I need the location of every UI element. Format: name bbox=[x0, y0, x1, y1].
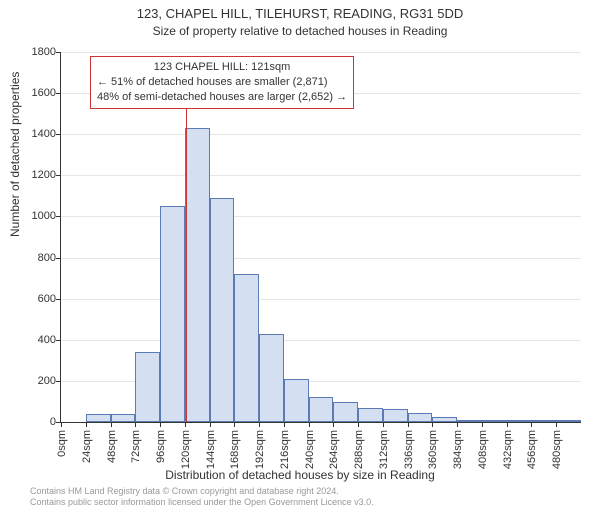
xtick-label: 432sqm bbox=[502, 430, 514, 469]
ytick-label: 0 bbox=[16, 416, 56, 428]
histogram-bar bbox=[556, 420, 581, 422]
histogram-bar bbox=[408, 413, 433, 422]
footer-line: Contains HM Land Registry data © Crown c… bbox=[30, 486, 374, 497]
chart-title: 123, CHAPEL HILL, TILEHURST, READING, RG… bbox=[0, 6, 600, 21]
histogram-bar bbox=[531, 420, 556, 422]
ytick-label: 800 bbox=[16, 252, 56, 264]
xtick-label: 192sqm bbox=[254, 430, 266, 469]
xtick-mark bbox=[556, 422, 557, 427]
reference-line bbox=[186, 102, 187, 422]
xtick-label: 312sqm bbox=[378, 430, 390, 469]
ytick-mark bbox=[56, 299, 61, 300]
ytick-label: 400 bbox=[16, 334, 56, 346]
gridline bbox=[61, 299, 581, 300]
ytick-label: 1000 bbox=[16, 210, 56, 222]
ytick-mark bbox=[56, 381, 61, 382]
ytick-label: 200 bbox=[16, 375, 56, 387]
ytick-mark bbox=[56, 340, 61, 341]
xtick-label: 72sqm bbox=[130, 430, 142, 463]
xtick-mark bbox=[482, 422, 483, 427]
xtick-mark bbox=[333, 422, 334, 427]
xtick-mark bbox=[531, 422, 532, 427]
histogram-bar bbox=[284, 379, 309, 422]
xtick-mark bbox=[309, 422, 310, 427]
histogram-bar bbox=[259, 334, 284, 422]
histogram-bar bbox=[160, 206, 185, 422]
xtick-mark bbox=[86, 422, 87, 427]
xtick-label: 408sqm bbox=[477, 430, 489, 469]
chart-subtitle: Size of property relative to detached ho… bbox=[0, 24, 600, 38]
xtick-label: 456sqm bbox=[526, 430, 538, 469]
xtick-mark bbox=[210, 422, 211, 427]
ytick-mark bbox=[56, 52, 61, 53]
histogram-bar bbox=[358, 408, 383, 422]
annotation-line: 48% of semi-detached houses are larger (… bbox=[97, 90, 347, 105]
histogram-bar bbox=[482, 420, 507, 422]
xtick-mark bbox=[111, 422, 112, 427]
gridline bbox=[61, 134, 581, 135]
histogram-bar bbox=[234, 274, 259, 422]
footer-line: Contains public sector information licen… bbox=[30, 497, 374, 508]
histogram-bar bbox=[432, 417, 457, 422]
xtick-label: 264sqm bbox=[328, 430, 340, 469]
annotation-line: ← 51% of detached houses are smaller (2,… bbox=[97, 75, 347, 90]
histogram-bar bbox=[333, 402, 358, 422]
xtick-mark bbox=[185, 422, 186, 427]
xtick-label: 336sqm bbox=[403, 430, 415, 469]
xtick-mark bbox=[259, 422, 260, 427]
xtick-label: 240sqm bbox=[304, 430, 316, 469]
xtick-mark bbox=[507, 422, 508, 427]
xtick-label: 120sqm bbox=[180, 430, 192, 469]
ytick-mark bbox=[56, 175, 61, 176]
histogram-bar bbox=[507, 420, 532, 422]
ytick-mark bbox=[56, 216, 61, 217]
xtick-mark bbox=[135, 422, 136, 427]
histogram-bar bbox=[309, 397, 334, 422]
xtick-label: 168sqm bbox=[229, 430, 241, 469]
xtick-label: 360sqm bbox=[427, 430, 439, 469]
ytick-label: 1400 bbox=[16, 128, 56, 140]
ytick-mark bbox=[56, 134, 61, 135]
xtick-label: 480sqm bbox=[551, 430, 563, 469]
annotation-line: 123 CHAPEL HILL: 121sqm bbox=[97, 60, 347, 75]
gridline bbox=[61, 216, 581, 217]
xtick-mark bbox=[284, 422, 285, 427]
x-axis-label: Distribution of detached houses by size … bbox=[0, 468, 600, 482]
ytick-label: 1800 bbox=[16, 46, 56, 58]
xtick-label: 216sqm bbox=[279, 430, 291, 469]
gridline bbox=[61, 52, 581, 53]
xtick-mark bbox=[358, 422, 359, 427]
xtick-mark bbox=[234, 422, 235, 427]
histogram-bar bbox=[111, 414, 136, 422]
xtick-mark bbox=[383, 422, 384, 427]
xtick-mark bbox=[61, 422, 62, 427]
xtick-mark bbox=[457, 422, 458, 427]
ytick-label: 1200 bbox=[16, 169, 56, 181]
gridline bbox=[61, 340, 581, 341]
xtick-label: 288sqm bbox=[353, 430, 365, 469]
xtick-label: 0sqm bbox=[56, 430, 68, 457]
histogram-bar bbox=[86, 414, 111, 422]
xtick-label: 144sqm bbox=[205, 430, 217, 469]
xtick-mark bbox=[408, 422, 409, 427]
xtick-label: 24sqm bbox=[81, 430, 93, 463]
annotation-box: 123 CHAPEL HILL: 121sqm← 51% of detached… bbox=[90, 56, 354, 109]
ytick-mark bbox=[56, 258, 61, 259]
histogram-bar bbox=[210, 198, 235, 422]
gridline bbox=[61, 175, 581, 176]
histogram-bar bbox=[135, 352, 160, 422]
gridline bbox=[61, 258, 581, 259]
ytick-mark bbox=[56, 93, 61, 94]
xtick-label: 384sqm bbox=[452, 430, 464, 469]
histogram-bar bbox=[457, 420, 482, 422]
ytick-label: 600 bbox=[16, 293, 56, 305]
xtick-mark bbox=[160, 422, 161, 427]
footer-attribution: Contains HM Land Registry data © Crown c… bbox=[30, 486, 374, 498]
xtick-label: 48sqm bbox=[106, 430, 118, 463]
xtick-label: 96sqm bbox=[155, 430, 167, 463]
xtick-mark bbox=[432, 422, 433, 427]
histogram-bar bbox=[185, 128, 210, 422]
histogram-bar bbox=[383, 409, 408, 422]
ytick-label: 1600 bbox=[16, 87, 56, 99]
